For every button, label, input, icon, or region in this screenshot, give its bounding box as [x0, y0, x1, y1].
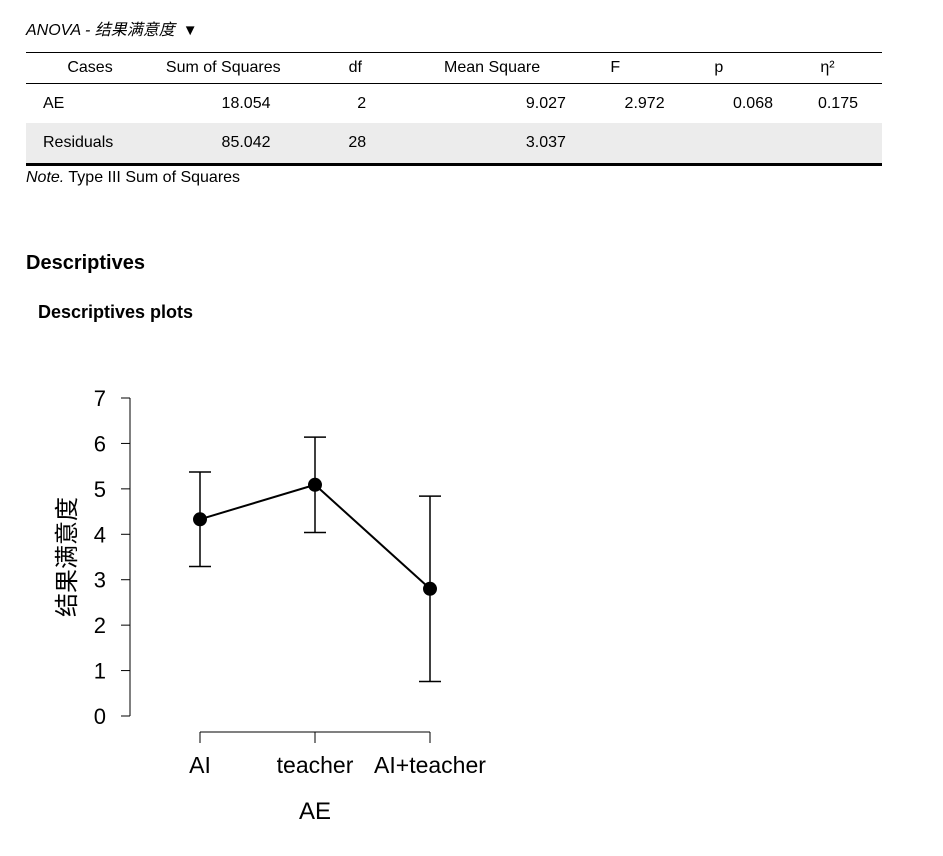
table-cell: Residuals [26, 123, 155, 166]
column-header: Mean Square [418, 52, 566, 84]
column-header: F [565, 52, 665, 84]
table-cell: 0.068 [732, 94, 773, 112]
column-header: p [664, 52, 773, 84]
table-cell [565, 123, 665, 166]
column-header: η² [773, 52, 882, 84]
table-cell [773, 123, 882, 166]
table-note: Note. Type III Sum of Squares [26, 169, 240, 187]
y-axis-label: 结果满意度 [54, 497, 81, 617]
x-tick-label: teacher [277, 752, 354, 778]
table-cell: 2 [357, 94, 367, 112]
table-row: Residuals 85.042 28 3.037 [26, 123, 882, 166]
data-point [423, 581, 437, 596]
anova-table: Cases Sum of Squares df Mean Square F p … [26, 52, 882, 166]
data-point [308, 477, 322, 492]
table-cell: 0.175 [817, 94, 858, 112]
table-cell: 2.972 [624, 94, 665, 112]
y-tick-label: 0 [94, 704, 106, 729]
y-tick-label: 3 [94, 568, 106, 593]
table-cell: 9.027 [525, 94, 566, 112]
table-row: AE 18.054 2 9.027 2.972 0.068 0.175 [26, 84, 882, 124]
y-tick-label: 1 [94, 659, 106, 684]
x-tick-label: AI+teacher [374, 752, 486, 778]
table-cell: 3.037 [418, 123, 566, 166]
table-cell: 85.042 [154, 123, 293, 166]
subsection-heading: Descriptives plots [38, 302, 194, 322]
y-tick-label: 2 [94, 613, 106, 638]
caret-down-icon[interactable]: ▼ [182, 22, 198, 39]
section-heading: Descriptives [26, 252, 145, 274]
table-cell: 28 [292, 123, 419, 166]
column-header: df [292, 52, 419, 84]
table-cell: 18.054 [221, 94, 271, 112]
note-label: Note. [26, 169, 65, 186]
column-header: Sum of Squares [154, 52, 293, 84]
y-tick-label: 7 [94, 386, 106, 411]
data-point [193, 512, 207, 527]
x-axis-label: AE [299, 798, 331, 825]
anova-title: ANOVA - 结果满意度 ▼ [26, 20, 198, 42]
y-tick-label: 5 [94, 477, 106, 502]
column-header: Cases [26, 52, 155, 84]
table-header-row: Cases Sum of Squares df Mean Square F p … [26, 52, 882, 84]
x-tick-label: AI [189, 752, 211, 778]
anova-title-text: ANOVA - 结果满意度 [26, 22, 175, 39]
table-cell: AE [43, 94, 65, 112]
table-cell [664, 123, 773, 166]
note-text: Type III Sum of Squares [64, 169, 241, 186]
y-tick-label: 6 [94, 431, 106, 456]
y-tick-label: 4 [94, 522, 106, 547]
